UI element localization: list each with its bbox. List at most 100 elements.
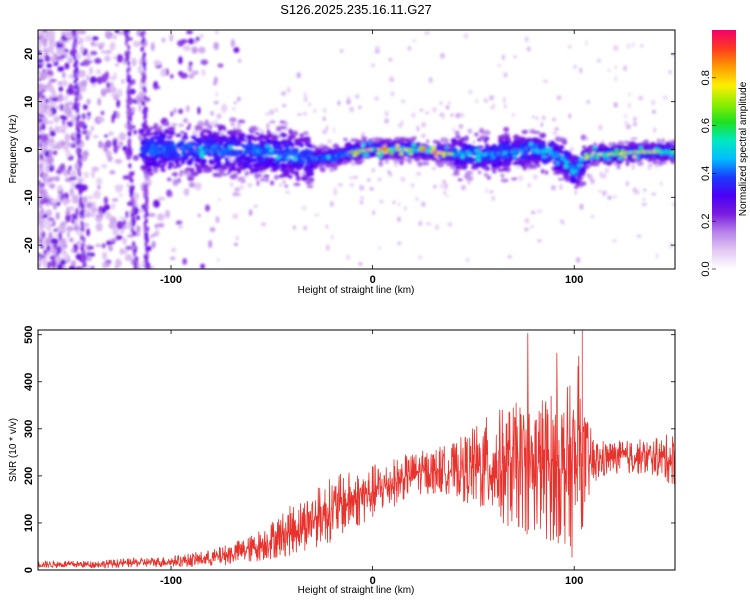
spectrogram-cell [447, 222, 453, 227]
spectrogram-cell [348, 106, 355, 113]
spectrogram-cell [78, 182, 82, 188]
spectrogram-cell [117, 88, 123, 98]
spectrogram-cell [68, 101, 73, 106]
spectrogram-cell [82, 150, 89, 158]
spectrogram-cell [432, 185, 438, 189]
spectrogram-cell [465, 170, 474, 174]
spectrogram-cell [301, 206, 307, 211]
spectrogram-cell [607, 69, 611, 72]
spectrogram-cell [118, 31, 124, 35]
spectrogram-cell [338, 157, 342, 161]
spectrogram-cell [38, 255, 42, 260]
spectrogram-cell [303, 225, 307, 231]
spectrogram-x-tick-label: 100 [565, 274, 583, 286]
spectrogram-cell [314, 213, 320, 217]
spectrogram-cell [570, 165, 575, 170]
spectrogram-cell [419, 108, 424, 112]
spectrogram-cell [440, 184, 443, 189]
spectrogram-cell [181, 150, 186, 154]
spectrogram-cell [500, 173, 505, 178]
spectrogram-cell [467, 181, 471, 185]
spectrogram-cell [308, 102, 312, 106]
spectrogram-cell [169, 33, 174, 42]
spectrogram-cell [177, 153, 181, 158]
spectrogram-cell [217, 63, 224, 68]
spectrogram-cell [522, 131, 527, 135]
spectrogram-cell [148, 156, 155, 160]
spectrogram-cell [41, 197, 50, 204]
spectrogram-cell [75, 231, 84, 236]
spectrogram-cell [182, 257, 188, 265]
spectrogram-cell [269, 120, 276, 124]
spectrogram-cell [475, 98, 479, 104]
spectrogram-cell [458, 123, 464, 130]
spectrogram-cell [359, 200, 364, 205]
spectrogram-cell [192, 152, 197, 156]
spectrogram-cell [151, 240, 156, 249]
spectrogram-cell [166, 177, 172, 182]
spectrogram-cell [253, 147, 258, 152]
spectrogram-cell [90, 41, 96, 47]
spectrogram-cell [303, 92, 307, 98]
spectrogram-cell [188, 63, 193, 73]
spectrogram-cell [50, 199, 56, 204]
spectrogram-cell [77, 169, 81, 175]
spectrogram-cell [388, 58, 393, 62]
spectrogram-cell [656, 142, 662, 148]
spectrogram-cell [246, 147, 251, 151]
spectrogram-cell [130, 190, 134, 196]
spectrogram-cell [313, 159, 318, 164]
spectrogram-cell [156, 213, 165, 221]
spectrogram-cell [574, 189, 578, 195]
spectrogram-cell [366, 178, 371, 182]
spectrogram-cell [39, 72, 47, 81]
spectrogram-cell [479, 127, 485, 134]
spectrogram-cell [410, 112, 416, 118]
spectrogram-cell [150, 42, 155, 52]
spectrogram-cell [265, 176, 269, 183]
spectrogram-cell [388, 153, 394, 160]
spectrogram-cell [122, 237, 127, 245]
spectrogram-cell [602, 190, 606, 197]
spectrogram-cell [90, 125, 95, 132]
spectrogram-cell [450, 113, 454, 118]
spectrogram-cell [458, 140, 463, 144]
spectrogram-cell [132, 241, 136, 247]
spectrogram-cell [86, 130, 92, 137]
spectrogram-cell [44, 117, 48, 125]
spectrogram-cell [128, 131, 132, 137]
spectrogram-cell [66, 231, 70, 239]
spectrogram-cell [274, 107, 279, 113]
spectrogram-cell [142, 109, 145, 115]
spectrogram-cell [492, 169, 497, 174]
spectrogram-cell [501, 54, 506, 61]
spectrogram-cell [112, 86, 117, 94]
spectrogram-cell [256, 127, 262, 131]
spectrogram-cell [427, 147, 432, 151]
spectrogram-cell [141, 100, 145, 106]
spectrogram-cell [420, 133, 426, 138]
spectrogram-cell [624, 114, 627, 118]
spectrogram-cell [512, 162, 517, 166]
spectrogram-cell [61, 264, 67, 269]
spectrogram-cell [198, 142, 202, 147]
spectrogram-cell [412, 39, 417, 43]
spectrogram-cell [361, 132, 366, 136]
spectrogram-cell [597, 189, 603, 193]
spectrogram-cell [552, 148, 557, 152]
spectrogram-cell [475, 154, 481, 159]
spectrogram-cell [170, 145, 176, 151]
spectrogram-cell [144, 262, 148, 267]
spectrogram-cell [79, 44, 84, 54]
spectrogram-cell [656, 138, 661, 145]
spectrogram-cell [170, 142, 175, 146]
spectrogram-cell [152, 146, 159, 152]
spectrogram-cell [303, 152, 308, 156]
spectrogram-cell [73, 84, 77, 90]
spectrogram-cell [133, 40, 140, 48]
spectrogram-cell [143, 124, 149, 130]
spectrogram-cell [411, 156, 417, 159]
spectrogram-cell [62, 243, 68, 249]
spectrogram-cell [303, 96, 308, 103]
